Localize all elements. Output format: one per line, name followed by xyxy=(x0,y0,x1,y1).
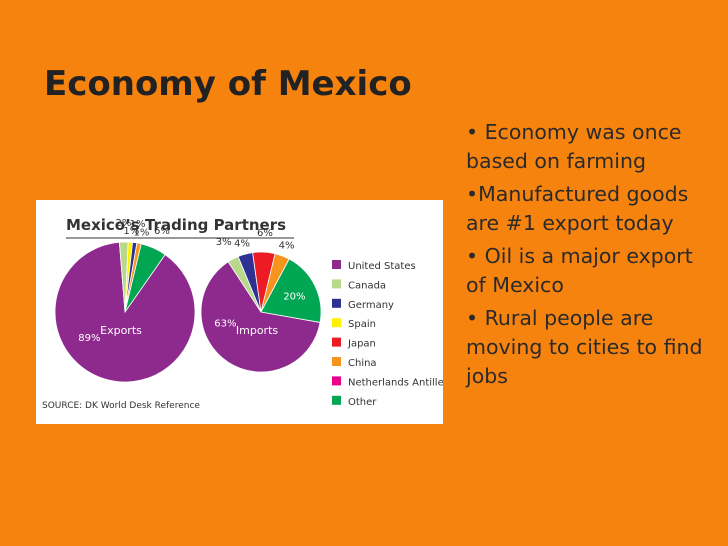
legend-label: Spain xyxy=(348,319,376,330)
legend-label: Other xyxy=(348,397,377,408)
value-label: 63% xyxy=(214,319,236,330)
value-label: 3% xyxy=(216,237,232,248)
value-label: 2% xyxy=(115,218,131,229)
value-label: 6% xyxy=(154,226,170,237)
bullet: •Manufactured goods are #1 export today xyxy=(466,182,689,235)
figure: Mexico’s Trading Partners SOURCE: DK Wor… xyxy=(36,200,443,424)
value-label: 1% xyxy=(130,219,146,230)
value-label: 1% xyxy=(134,228,150,239)
legend-swatch xyxy=(332,298,341,308)
legend-swatch xyxy=(332,376,341,386)
pie-slice xyxy=(260,258,322,323)
legend-swatch xyxy=(332,260,341,269)
bullet: • Oil is a major export of Mexico xyxy=(466,244,693,297)
legend-label: Germany xyxy=(348,300,394,311)
value-label: 4% xyxy=(279,241,295,252)
pie-slice xyxy=(54,241,196,383)
pie-label: Imports xyxy=(236,324,279,337)
figure-title: Mexico’s Trading Partners xyxy=(66,216,286,234)
legend-swatch xyxy=(332,395,341,405)
value-label: 89% xyxy=(78,333,100,344)
legend-swatch xyxy=(332,337,341,347)
legend-label: Canada xyxy=(348,280,386,291)
value-label: 20% xyxy=(283,292,305,303)
legend-label: Japan xyxy=(347,339,376,350)
legend-swatch xyxy=(332,279,341,289)
value-label: 6% xyxy=(257,228,273,239)
pie-label: Exports xyxy=(100,324,142,337)
bullet: • Rural people are moving to cities to f… xyxy=(466,306,703,388)
figure-source: SOURCE: DK World Desk Reference xyxy=(42,401,200,411)
legend-swatch xyxy=(332,318,341,328)
bullet-list: • Economy was once based on farming •Manu… xyxy=(466,118,716,395)
pie-slice xyxy=(124,243,166,313)
slide-title: Economy of Mexico xyxy=(44,64,412,104)
legend-label: Netherlands Antilles xyxy=(348,377,443,388)
legend-label: United States xyxy=(348,261,416,272)
value-label: 4% xyxy=(234,239,250,250)
bullet: • Economy was once based on farming xyxy=(466,120,682,173)
legend-swatch xyxy=(332,357,341,366)
pie-slice xyxy=(200,261,321,373)
value-label: 1% xyxy=(123,226,139,237)
legend-label: China xyxy=(348,358,377,369)
